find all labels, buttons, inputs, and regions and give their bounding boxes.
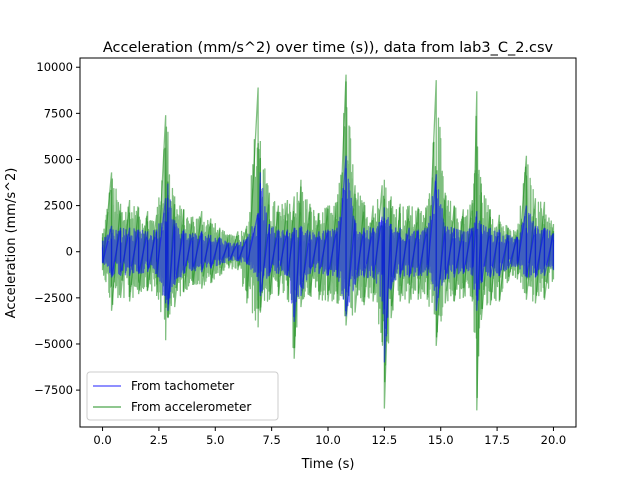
y-tick-label: 2500: [44, 199, 73, 213]
y-tick-label: −7500: [34, 383, 73, 397]
y-tick-label: −2500: [34, 291, 73, 305]
x-tick-label: 20.0: [541, 433, 567, 447]
legend-label: From tachometer: [131, 379, 234, 393]
x-tick-label: 12.5: [372, 433, 398, 447]
y-axis-ticks: −7500 −5000 −2500 0 2500 5000 7500 10000: [34, 60, 80, 397]
legend: From tachometer From accelerometer: [86, 371, 279, 421]
series-from-tachometer: [101, 155, 555, 363]
y-tick-label: −5000: [34, 337, 73, 351]
axes-frame: [79, 57, 577, 428]
x-tick-label: 2.5: [150, 433, 168, 447]
x-tick-label: 17.5: [484, 433, 510, 447]
plot-area: [101, 74, 555, 411]
y-tick-label: 10000: [36, 60, 73, 74]
x-tick-label: 15.0: [428, 433, 454, 447]
x-axis-ticks: 0.0 2.5 5.0 7.5 10.0 12.5 15.0 17.5 20.0: [93, 427, 566, 447]
series-peaks: [101, 155, 555, 363]
x-tick-label: 10.0: [315, 433, 341, 447]
x-tick-label: 0.0: [93, 433, 111, 447]
y-tick-label: 5000: [44, 152, 73, 166]
legend-box: [86, 371, 279, 421]
legend-label: From accelerometer: [131, 400, 251, 414]
x-axis-label: Time (s): [301, 457, 355, 472]
chart-title: Acceleration (mm/s^2) over time (s)), da…: [103, 40, 554, 56]
y-tick-label: 7500: [44, 106, 73, 120]
x-tick-label: 5.0: [206, 433, 224, 447]
x-tick-label: 7.5: [262, 433, 280, 447]
y-axis-label: Acceleration (mm/s^2): [4, 168, 19, 319]
y-tick-label: 0: [66, 245, 73, 259]
